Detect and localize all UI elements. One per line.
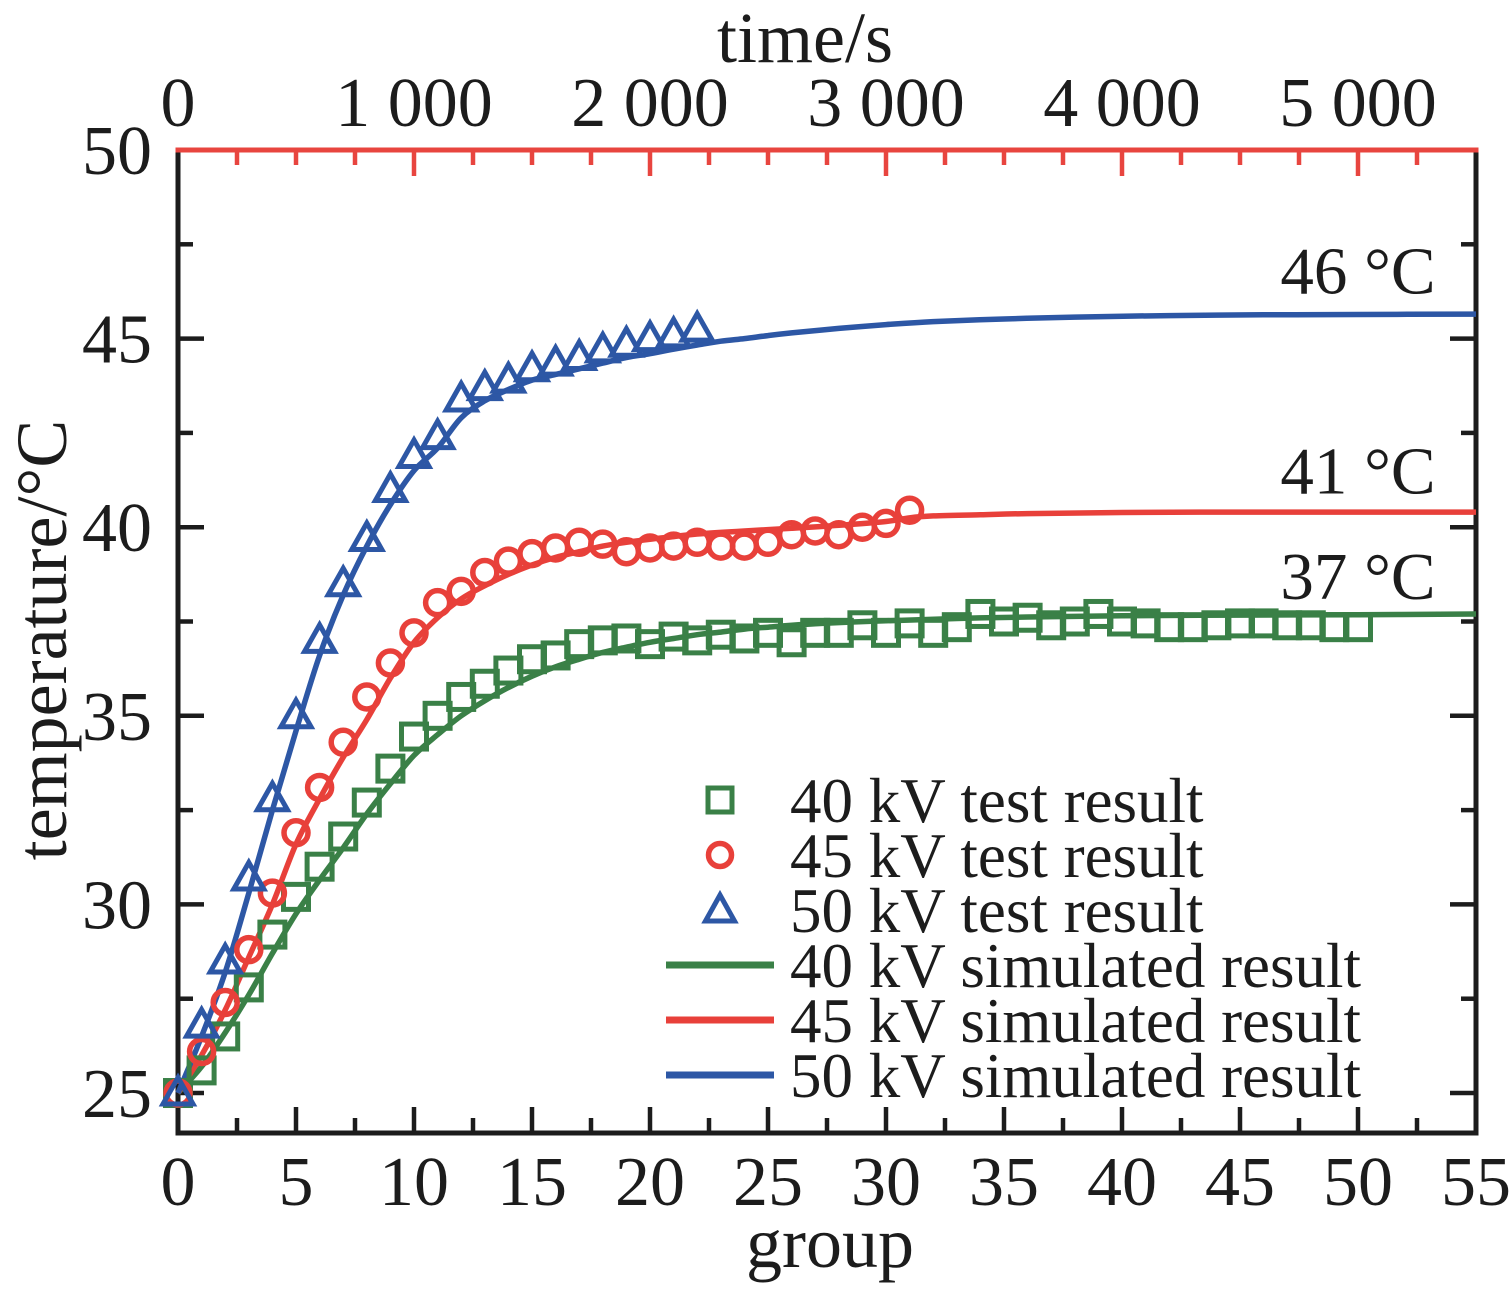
bottom-axis-title: group (746, 1203, 914, 1283)
test-marker-50kv (229, 857, 269, 892)
test-marker-45kv (352, 682, 382, 712)
test-marker-45kv (422, 587, 453, 618)
legend-triangle-marker-icon (701, 889, 739, 924)
test-marker-50kv (347, 517, 387, 553)
test-marker-45kv (800, 516, 830, 546)
test-marker-45kv (399, 618, 429, 648)
bottom-axis-tick-label: 5 (279, 1144, 314, 1221)
test-marker-45kv (446, 576, 476, 607)
left-axis-title: temperature/°C (2, 420, 82, 861)
left-axis-tick-label: 30 (82, 867, 152, 944)
test-marker-45kv (493, 546, 524, 576)
test-marker-45kv (753, 527, 783, 558)
test-marker-45kv (729, 531, 760, 561)
annotation-37c: 37 °C (1280, 540, 1435, 614)
test-marker-50kv (630, 318, 670, 353)
left-axis-tick-label: 50 (82, 113, 152, 190)
bottom-axis-tick-label: 30 (851, 1144, 921, 1221)
test-marker-40kv (399, 721, 429, 752)
legend-label-50kv-test: 50 kV test result (790, 876, 1204, 946)
test-marker-50kv (323, 563, 363, 598)
bottom-axis-tick-label: 25 (733, 1144, 803, 1221)
legend-label-45kv-test: 45 kV test result (790, 821, 1204, 891)
left-axis-tick-label: 25 (82, 1056, 152, 1133)
test-marker-40kv (257, 919, 288, 950)
test-marker-40kv (328, 821, 359, 852)
annotation-46c: 46 °C (1280, 235, 1435, 309)
test-marker-45kv (706, 531, 736, 561)
top-axis-tick-label: 1 000 (335, 65, 493, 142)
test-marker-50kv (205, 940, 245, 975)
legend: 40 kV test result 45 kV test result 50 k… (666, 766, 1362, 1111)
bottom-axis-tick-label: 50 (1323, 1144, 1393, 1221)
bottom-axis-tick-label: 15 (497, 1144, 567, 1221)
bottom-axis-tick-label: 0 (161, 1144, 196, 1221)
test-marker-45kv (328, 727, 358, 757)
test-marker-45kv (257, 878, 288, 908)
legend-circle-marker-icon (705, 840, 735, 870)
test-marker-50kv (512, 348, 552, 383)
legend-label-40kv-test: 40 kV test result (790, 766, 1204, 836)
top-axis-tick-label: 5 000 (1279, 65, 1437, 142)
test-marker-50kv (536, 342, 575, 377)
legend-square-marker-icon (705, 785, 735, 815)
test-marker-45kv (210, 987, 240, 1018)
test-marker-45kv (375, 648, 406, 678)
left-axis-tick-label: 35 (82, 679, 152, 756)
test-marker-40kv (422, 700, 453, 731)
bottom-axis-tick-label: 20 (615, 1144, 685, 1221)
left-axis-tick-label: 40 (82, 490, 152, 567)
test-marker-45kv (186, 1036, 217, 1067)
left-axis-tick-label: 45 (82, 302, 152, 379)
test-marker-45kv (304, 772, 335, 803)
test-marker-50kv (253, 778, 292, 813)
test-marker-40kv (186, 1055, 217, 1086)
test-marker-45kv (470, 557, 500, 588)
test-marker-50kv (465, 367, 505, 402)
test-marker-40kv (375, 753, 406, 784)
top-axis-tick-label: 4 000 (1043, 65, 1201, 142)
test-marker-45kv (847, 512, 878, 542)
test-marker-50kv (182, 1004, 221, 1039)
test-marker-50kv (677, 308, 717, 343)
test-marker-50kv (300, 619, 339, 654)
test-marker-40kv (1343, 612, 1373, 643)
test-marker-50kv (583, 329, 623, 364)
test-marker-50kv (559, 336, 599, 371)
top-axis-tick-label: 3 000 (807, 65, 965, 142)
test-marker-50kv (607, 323, 646, 358)
test-marker-50kv (158, 1072, 198, 1107)
test-marker-40kv (233, 972, 264, 1003)
bottom-axis-tick-label: 35 (969, 1144, 1039, 1221)
legend-label-40kv-sim: 40 kV simulated result (790, 931, 1362, 1001)
plot-area: 0 5 10 15 20 25 30 35 40 45 50 55 0 1 000 2 000 3 000 4 … (82, 65, 1511, 1221)
bottom-axis-tick-label: 10 (379, 1144, 449, 1221)
test-marker-50kv (276, 695, 316, 730)
test-marker-40kv (351, 787, 382, 818)
bottom-axis-tick-label: 55 (1441, 1144, 1511, 1221)
top-axis-tick-label: 2 000 (571, 65, 729, 142)
test-marker-50kv (418, 416, 457, 451)
test-marker-50kv (394, 434, 434, 470)
legend-label-45kv-sim: 45 kV simulated result (790, 986, 1362, 1056)
test-marker-45kv (281, 817, 311, 848)
bottom-axis-tick-label: 40 (1087, 1144, 1157, 1221)
test-marker-45kv (871, 508, 901, 539)
test-marker-50kv (371, 468, 410, 503)
test-marker-45kv (894, 495, 925, 525)
top-axis-tick-label: 0 (161, 65, 196, 142)
test-marker-45kv (234, 934, 264, 965)
bottom-axis-tick-label: 45 (1205, 1144, 1275, 1221)
top-axis-title: time/s (717, 0, 893, 78)
annotation-41c: 41 °C (1280, 435, 1435, 509)
test-marker-40kv (304, 851, 335, 882)
test-marker-50kv (654, 314, 693, 349)
legend-label-50kv-sim: 50 kV simulated result (790, 1041, 1362, 1111)
